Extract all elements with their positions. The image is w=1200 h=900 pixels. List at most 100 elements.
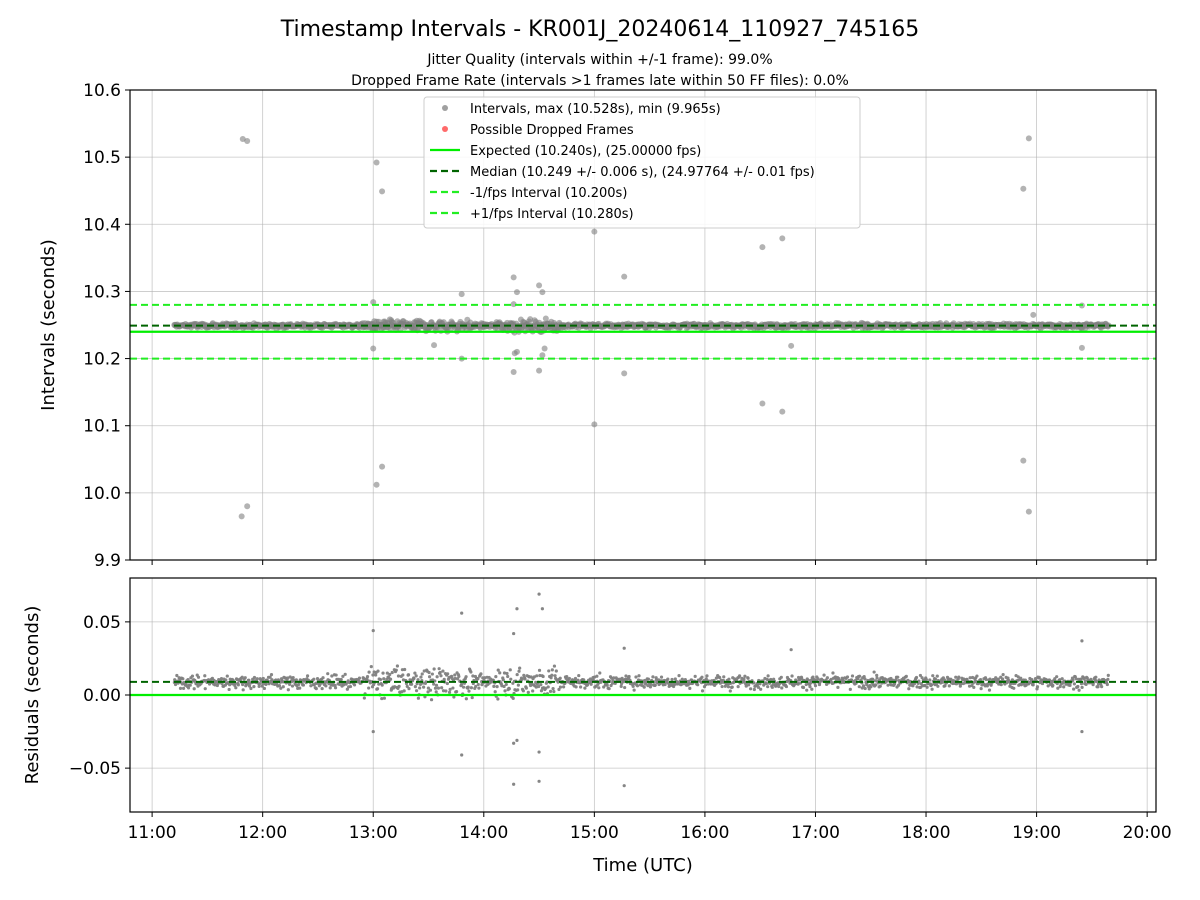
data-point: [433, 686, 438, 690]
data-point: [315, 676, 320, 681]
y-tick-label: −0.05: [69, 759, 121, 779]
data-point: [1033, 677, 1038, 681]
data-point: [589, 682, 593, 686]
data-point: [968, 676, 972, 680]
data-point: [416, 678, 420, 682]
data-point: [224, 678, 228, 682]
data-point: [429, 698, 434, 702]
data-point: [892, 682, 897, 686]
data-point: [268, 675, 272, 679]
data-point: [467, 689, 471, 693]
chart-subtitle-jitter: Jitter Quality (intervals within +/-1 fr…: [426, 52, 772, 68]
data-point: [670, 677, 674, 682]
data-point: [432, 667, 436, 671]
data-point: [511, 696, 515, 700]
data-point: [726, 685, 731, 689]
data-point: [382, 696, 386, 700]
data-point: [277, 683, 282, 688]
outlier-point: [779, 408, 786, 415]
data-point: [279, 686, 283, 690]
data-point: [796, 682, 800, 686]
outlier-point: [1078, 344, 1085, 351]
data-point: [565, 674, 569, 679]
data-point: [539, 683, 543, 687]
data-point: [979, 687, 983, 691]
data-point: [296, 683, 301, 687]
data-point: [722, 675, 726, 679]
x-tick-label: 18:00: [902, 823, 951, 843]
outlier-point: [373, 159, 380, 166]
data-point: [430, 672, 434, 676]
data-point: [857, 674, 862, 678]
data-point: [506, 674, 510, 679]
outlier-point: [1025, 135, 1032, 142]
intervals-frame: [129, 89, 1157, 561]
data-point: [520, 677, 524, 681]
data-point: [850, 674, 855, 678]
data-point: [396, 674, 401, 678]
data-point: [862, 674, 866, 679]
outlier-point: [537, 779, 541, 783]
data-point: [971, 675, 975, 680]
data-point: [240, 675, 244, 679]
data-point: [328, 686, 332, 690]
chart-title: Timestamp Intervals - KR001J_20240614_11…: [280, 17, 920, 42]
data-point: [986, 682, 990, 686]
data-point: [597, 686, 601, 690]
data-point: [498, 671, 502, 675]
y-tick-label: 10.6: [83, 81, 121, 101]
data-point: [1010, 678, 1015, 682]
data-point: [1053, 677, 1057, 681]
data-point: [1058, 678, 1062, 682]
data-point: [627, 674, 631, 679]
data-point: [441, 689, 446, 693]
outlier-point: [779, 235, 786, 242]
data-point: [972, 685, 976, 689]
data-point: [920, 676, 924, 680]
data-point: [673, 677, 677, 681]
data-point: [252, 685, 256, 689]
data-point: [809, 681, 813, 685]
y-tick-label: 10.1: [83, 417, 121, 437]
data-point: [476, 682, 480, 687]
data-point: [531, 689, 535, 693]
data-point: [831, 671, 835, 675]
data-point: [542, 315, 549, 322]
chart-subtitle-dropped: Dropped Frame Rate (intervals >1 frames …: [351, 73, 849, 89]
data-point: [1058, 684, 1062, 689]
data-point: [861, 684, 866, 688]
legend-marker: [442, 126, 448, 132]
data-point: [367, 670, 371, 674]
data-point: [442, 677, 446, 681]
data-point: [324, 684, 328, 688]
data-point: [954, 675, 958, 679]
residuals-panel: 11:00 12:00 13:00 14:00 15:00 16:00 17:00 18:00…: [22, 577, 1172, 876]
outlier-point: [458, 291, 465, 298]
y-tick-label: 10.0: [83, 484, 121, 504]
legend-marker: [442, 105, 448, 111]
data-point: [693, 674, 697, 678]
data-point: [737, 674, 742, 678]
data-point: [469, 670, 473, 674]
data-point: [341, 674, 345, 678]
data-point: [395, 664, 400, 668]
data-point: [445, 681, 449, 686]
data-point: [957, 675, 961, 679]
data-point: [454, 690, 459, 694]
data-point: [418, 682, 423, 687]
intervals-hlines: [130, 303, 1156, 360]
data-point: [649, 682, 653, 686]
data-point: [255, 677, 259, 681]
data-point: [252, 675, 257, 680]
data-point: [401, 673, 405, 677]
data-point: [203, 674, 207, 678]
data-point: [696, 683, 700, 687]
data-point: [869, 685, 873, 689]
data-point: [447, 690, 452, 694]
data-point: [260, 684, 264, 688]
data-point: [863, 686, 867, 691]
outlier-point: [539, 352, 546, 359]
data-point: [579, 685, 583, 689]
data-point: [380, 696, 384, 701]
data-point: [428, 688, 433, 692]
